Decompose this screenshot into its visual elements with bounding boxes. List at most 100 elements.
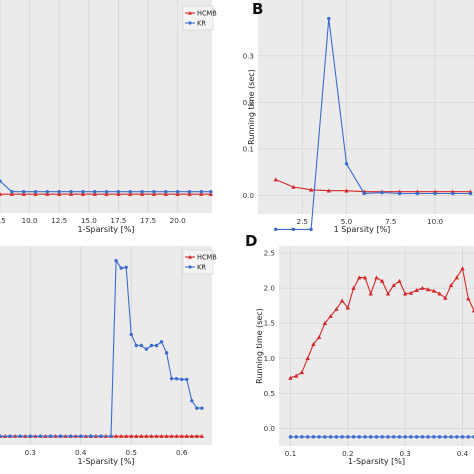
data-point-circle (357, 435, 361, 439)
legend-marker-triangle (188, 11, 192, 15)
data-point-circle (124, 265, 128, 270)
data-point-triangle (385, 291, 391, 296)
chart-panel-2: 2.55.07.510.0120.00.10.20.31 Sparsity [%… (243, 0, 474, 234)
data-point-triangle (175, 191, 180, 196)
legend: HCMB KR (182, 249, 217, 275)
data-point-circle (200, 406, 204, 410)
x-tick-label: 10.0 (427, 217, 443, 226)
data-point-triangle (311, 342, 316, 347)
data-point-triangle (123, 433, 129, 438)
data-point-triangle (328, 313, 333, 318)
data-point-circle (291, 227, 296, 232)
data-point-circle (38, 434, 43, 438)
data-point-triangle (169, 433, 174, 438)
data-point-circle (164, 190, 168, 194)
data-point-triangle (179, 433, 184, 438)
data-point-triangle (339, 298, 345, 303)
data-point-triangle (149, 433, 154, 438)
data-point-triangle (154, 433, 159, 438)
y-tick-label: 0.0 (264, 424, 276, 433)
x-tick-label: 2.5 (0, 216, 6, 225)
legend-label: KR (197, 263, 206, 271)
data-point-circle (114, 259, 118, 263)
data-point-circle (449, 435, 453, 439)
x-tick-label: 2.5 (297, 217, 308, 226)
x-tick-label: 7.5 (385, 217, 396, 226)
data-point-triangle (194, 433, 200, 438)
series-other (274, 16, 473, 232)
data-point-circle (18, 434, 22, 438)
panel-label: D (245, 232, 257, 250)
x-tick-label: 0.1 (285, 449, 296, 458)
data-point-triangle (33, 191, 38, 196)
x-tick-label: 17.5 (140, 216, 156, 225)
data-point-circle (57, 190, 61, 194)
data-point-triangle (0, 191, 3, 196)
data-point-circle (28, 434, 32, 438)
data-point-circle (89, 434, 93, 438)
data-point-circle (351, 435, 356, 439)
data-point-circle (460, 435, 465, 439)
y-tick-label: 2.5 (264, 249, 275, 258)
data-point-triangle (443, 295, 448, 300)
data-point-triangle (199, 433, 205, 438)
data-point-circle (409, 435, 413, 439)
data-point-circle (433, 191, 437, 196)
data-point-triangle (57, 191, 62, 196)
data-point-triangle (305, 356, 310, 361)
data-point-circle (300, 435, 304, 439)
data-point-triangle (420, 285, 425, 290)
data-point-circle (426, 435, 430, 439)
data-point-circle (294, 435, 298, 439)
data-point-circle (451, 191, 455, 196)
y-tick-label: 0.5 (264, 389, 275, 398)
data-point-circle (169, 376, 174, 381)
data-point-circle (397, 191, 402, 196)
data-point-triangle (380, 278, 385, 283)
data-point-circle (45, 190, 50, 194)
data-point-circle (134, 343, 138, 348)
y-tick-label: 0.1 (243, 144, 254, 153)
data-point-triangle (164, 433, 169, 438)
data-point-triangle (9, 191, 15, 196)
data-point-triangle (326, 188, 332, 193)
data-point-circle (327, 16, 331, 21)
data-point-circle (104, 190, 109, 194)
x-axis-label: 1-Sparsity [%] (348, 457, 405, 466)
data-point-circle (139, 343, 144, 348)
x-tick-label: 0.6 (176, 448, 188, 457)
series-line (275, 179, 471, 193)
data-point-circle (187, 190, 192, 194)
series-line (275, 18, 471, 230)
chart-panel-3: 0.3 0.4 0.5 0.6 1-Sparsity [%] HCMB KR (0, 246, 217, 466)
data-point-circle (0, 434, 2, 438)
data-point-circle (209, 190, 213, 194)
x-tick-label: 0.3 (25, 448, 36, 457)
data-point-circle (274, 227, 278, 232)
data-point-triangle (414, 288, 419, 292)
data-point-triangle (448, 283, 454, 288)
data-point-triangle (408, 290, 414, 295)
data-point-triangle (129, 433, 134, 438)
data-point-circle (99, 434, 103, 438)
data-point-circle (362, 191, 366, 196)
data-point-triangle (159, 433, 164, 438)
data-point-circle (185, 377, 189, 382)
y-tick-label: 1.0 (264, 354, 276, 363)
panel-label: B (252, 0, 263, 18)
data-point-triangle (316, 335, 322, 339)
data-point-circle (323, 435, 327, 439)
data-point-triangle (21, 191, 26, 196)
x-tick-label: 0.5 (126, 448, 137, 457)
data-point-circle (199, 190, 204, 194)
data-point-circle (10, 190, 14, 194)
data-point-triangle (45, 191, 50, 196)
legend-marker-circle (188, 21, 192, 25)
data-point-triangle (144, 433, 149, 438)
data-point-circle (33, 190, 38, 194)
series-kr (0, 258, 204, 438)
data-point-circle (340, 435, 344, 439)
x-tick-label: 12.5 (51, 216, 67, 225)
data-point-circle (305, 435, 310, 439)
data-point-circle (369, 435, 373, 439)
